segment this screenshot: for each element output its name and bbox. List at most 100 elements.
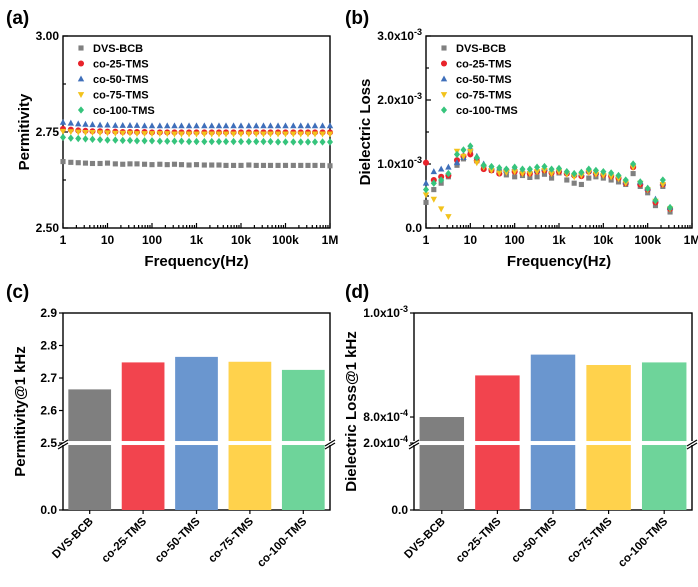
data-point <box>186 132 192 138</box>
data-point <box>201 132 207 138</box>
data-point <box>223 163 228 168</box>
data-point <box>423 200 428 205</box>
data-point <box>282 122 288 128</box>
data-point <box>298 163 303 168</box>
data-point <box>171 132 177 138</box>
panel-label-a: (a) <box>6 8 29 29</box>
data-point <box>68 134 74 141</box>
data-point <box>83 161 88 166</box>
data-point <box>89 121 95 127</box>
data-point <box>97 122 103 128</box>
y-axis-title: Dielectric Loss@1 kHz <box>343 331 360 492</box>
legend-marker <box>441 92 447 98</box>
data-point <box>157 138 163 145</box>
data-point <box>260 138 266 145</box>
data-point <box>275 122 281 128</box>
data-point <box>223 138 229 145</box>
data-point <box>120 162 125 167</box>
data-point <box>230 132 236 138</box>
x-tick-label: 1M <box>322 233 339 247</box>
legend-label: co-75-TMS <box>456 90 512 102</box>
data-point <box>68 129 74 135</box>
data-point <box>298 132 304 138</box>
data-point <box>127 137 133 144</box>
data-point <box>164 122 170 128</box>
data-point <box>312 132 318 138</box>
data-point <box>142 137 148 144</box>
figure-canvas: (a) (b) (c) (d) 1 10 100 1k 10k 100k 1M2.502.7… <box>0 0 698 587</box>
data-point <box>246 122 252 128</box>
data-point <box>186 122 192 128</box>
data-point <box>275 138 281 145</box>
y-tick-label: 2.75 <box>36 125 60 139</box>
data-point <box>165 162 170 167</box>
data-point <box>290 122 296 128</box>
x-tick-label: 100k <box>272 233 299 247</box>
data-point <box>268 163 273 168</box>
legend-marker <box>441 75 447 81</box>
legend: DVS-BCB co-25-TMS co-50-TMS co-75-TMS co-100… <box>441 43 518 117</box>
data-point <box>97 161 102 166</box>
legend-label: co-100-TMS <box>456 105 518 117</box>
y-axis-title: Permitivity <box>16 93 33 170</box>
data-point <box>564 177 569 182</box>
x-tick-label: 100k <box>634 233 661 247</box>
legend-label: DVS-BCB <box>456 43 506 55</box>
y-axis-title: Dielectric Loss <box>357 79 374 186</box>
data-point <box>305 138 311 145</box>
data-point <box>82 135 88 142</box>
data-point <box>253 132 259 138</box>
data-point <box>68 160 73 165</box>
data-point <box>134 131 140 137</box>
legend-marker <box>78 106 84 113</box>
data-point <box>134 122 140 128</box>
data-point <box>312 122 318 128</box>
data-point <box>238 122 244 128</box>
y-tick-label: 2.7 <box>40 371 57 385</box>
data-point <box>282 138 288 145</box>
data-point <box>254 163 259 168</box>
data-point <box>298 122 304 128</box>
data-point <box>320 138 326 145</box>
data-point <box>186 138 192 145</box>
data-point <box>134 161 139 166</box>
data-point <box>290 138 296 145</box>
data-point <box>267 122 273 128</box>
y-tick-label: 1.0x10-3 <box>377 155 422 171</box>
data-point <box>178 132 184 138</box>
data-point <box>104 136 110 143</box>
legend-marker <box>78 60 84 66</box>
data-point <box>320 163 325 168</box>
category-label: co-100-TMS <box>616 515 670 569</box>
data-point <box>201 138 207 145</box>
data-point <box>231 138 237 145</box>
data-point <box>178 138 184 145</box>
data-point <box>186 162 191 167</box>
x-tick-label: 1 <box>60 233 67 247</box>
data-point <box>157 122 163 128</box>
data-point <box>238 163 243 168</box>
y-tick-label: 8.0x10-4 <box>363 408 408 424</box>
data-point <box>327 132 333 138</box>
data-point <box>291 163 296 168</box>
data-point <box>201 122 207 128</box>
data-point <box>438 206 444 212</box>
y-tick-label: 2.0x10-4 <box>363 434 408 450</box>
y-tick-label: 0.0 <box>391 503 408 517</box>
bar <box>229 362 272 510</box>
data-point <box>246 138 252 145</box>
data-point <box>260 132 266 138</box>
data-point <box>112 136 118 143</box>
y-tick-label: 3.0x10-3 <box>377 27 422 43</box>
data-point <box>75 135 81 142</box>
data-point <box>171 122 177 128</box>
legend: DVS-BCB co-25-TMS co-50-TMS co-75-TMS co-100… <box>78 43 155 117</box>
legend-marker <box>78 75 84 81</box>
data-point <box>209 132 215 138</box>
data-point <box>60 134 66 141</box>
data-point <box>193 122 199 128</box>
data-point <box>305 132 311 138</box>
data-point <box>82 121 88 127</box>
data-point <box>172 162 177 167</box>
y-tick-label: 0.0 <box>40 503 57 517</box>
